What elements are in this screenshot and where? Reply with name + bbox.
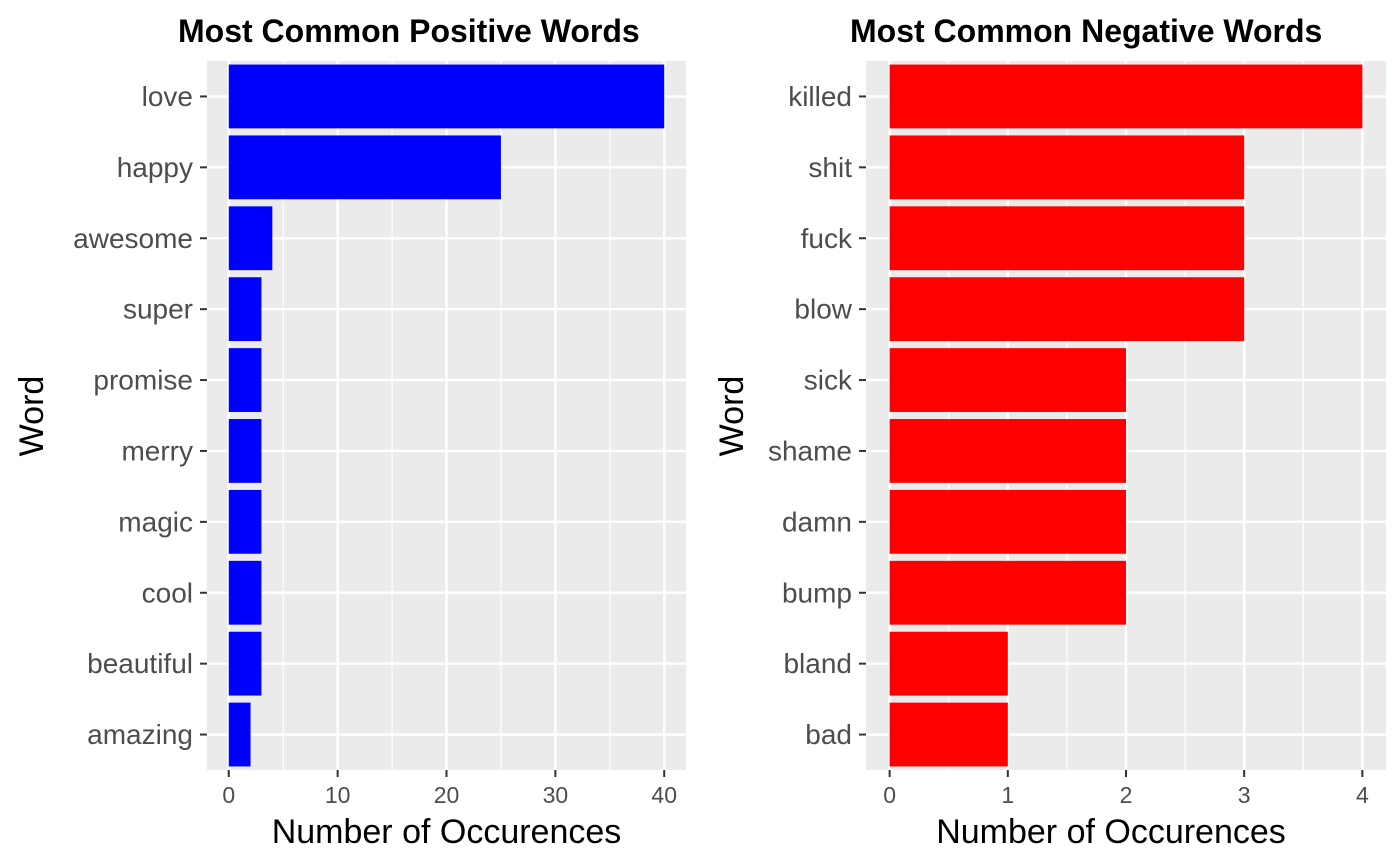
y-tick-label: love <box>142 81 193 112</box>
y-tick-label: killed <box>788 81 852 112</box>
x-tick-label: 2 <box>1120 782 1133 808</box>
y-tick-label: merry <box>121 435 193 466</box>
bar-beautiful <box>228 631 262 696</box>
y-tick-label: cool <box>142 577 193 608</box>
y-tick-label: beautiful <box>87 648 193 679</box>
y-tick-label: magic <box>118 506 193 537</box>
bar-amazing <box>228 702 251 767</box>
x-tick-label: 0 <box>883 782 896 808</box>
y-ticks: love happy awesome super promise merry magic co… <box>73 81 207 750</box>
bars <box>889 64 1363 767</box>
x-tick-label: 20 <box>434 782 460 808</box>
y-ticks: killed shit fuck blow sick shame damn bump bland… <box>768 81 866 750</box>
y-tick-label: happy <box>117 152 193 183</box>
x-tick-label: 4 <box>1356 782 1369 808</box>
x-tick-label: 1 <box>1001 782 1014 808</box>
chart-negative-words: Most Common Negative Words killed shit fuc… <box>713 13 1386 851</box>
bar-cool <box>228 560 262 625</box>
chart-title: Most Common Negative Words <box>850 13 1322 49</box>
bar-damn <box>889 489 1126 554</box>
y-tick-label: blow <box>794 294 852 325</box>
x-tick-label: 3 <box>1238 782 1251 808</box>
y-axis-label: Word <box>713 376 751 457</box>
y-tick-label: super <box>123 294 193 325</box>
y-tick-label: damn <box>782 506 852 537</box>
x-axis-label: Number of Occurences <box>936 813 1286 851</box>
bar-shit <box>889 135 1245 200</box>
bar-love <box>228 64 665 129</box>
bar-super <box>228 277 262 342</box>
y-tick-label: amazing <box>87 719 193 750</box>
x-tick-label: 10 <box>325 782 351 808</box>
bars <box>228 64 665 767</box>
bar-blow <box>889 277 1245 342</box>
y-tick-label: bump <box>782 577 852 608</box>
y-tick-label: shame <box>768 435 852 466</box>
chart-title: Most Common Positive Words <box>178 13 640 49</box>
bar-shame <box>889 419 1126 483</box>
y-tick-label: bland <box>783 648 852 679</box>
bar-happy <box>228 135 501 200</box>
bar-fuck <box>889 206 1245 271</box>
y-tick-label: fuck <box>801 223 853 254</box>
x-tick-label: 30 <box>543 782 569 808</box>
y-tick-label: sick <box>804 365 853 396</box>
bar-bad <box>889 702 1008 767</box>
bar-promise <box>228 348 262 412</box>
bar-sick <box>889 348 1126 412</box>
bar-merry <box>228 419 262 483</box>
bar-killed <box>889 64 1363 129</box>
y-tick-label: bad <box>805 719 852 750</box>
bar-bump <box>889 560 1126 625</box>
x-ticks: 0 1 2 3 4 <box>883 770 1369 808</box>
x-ticks: 0 10 20 30 40 <box>222 770 677 808</box>
y-tick-label: promise <box>93 365 193 396</box>
x-axis-label: Number of Occurences <box>272 813 622 851</box>
chart-positive-words: Most Common Positive Words love happy awes… <box>13 13 686 851</box>
x-tick-label: 0 <box>222 782 235 808</box>
y-tick-label: shit <box>808 152 852 183</box>
x-tick-label: 40 <box>651 782 677 808</box>
bar-awesome <box>228 206 273 271</box>
bar-magic <box>228 489 262 554</box>
bar-bland <box>889 631 1008 696</box>
y-axis-label: Word <box>13 376 51 457</box>
y-tick-label: awesome <box>73 223 193 254</box>
